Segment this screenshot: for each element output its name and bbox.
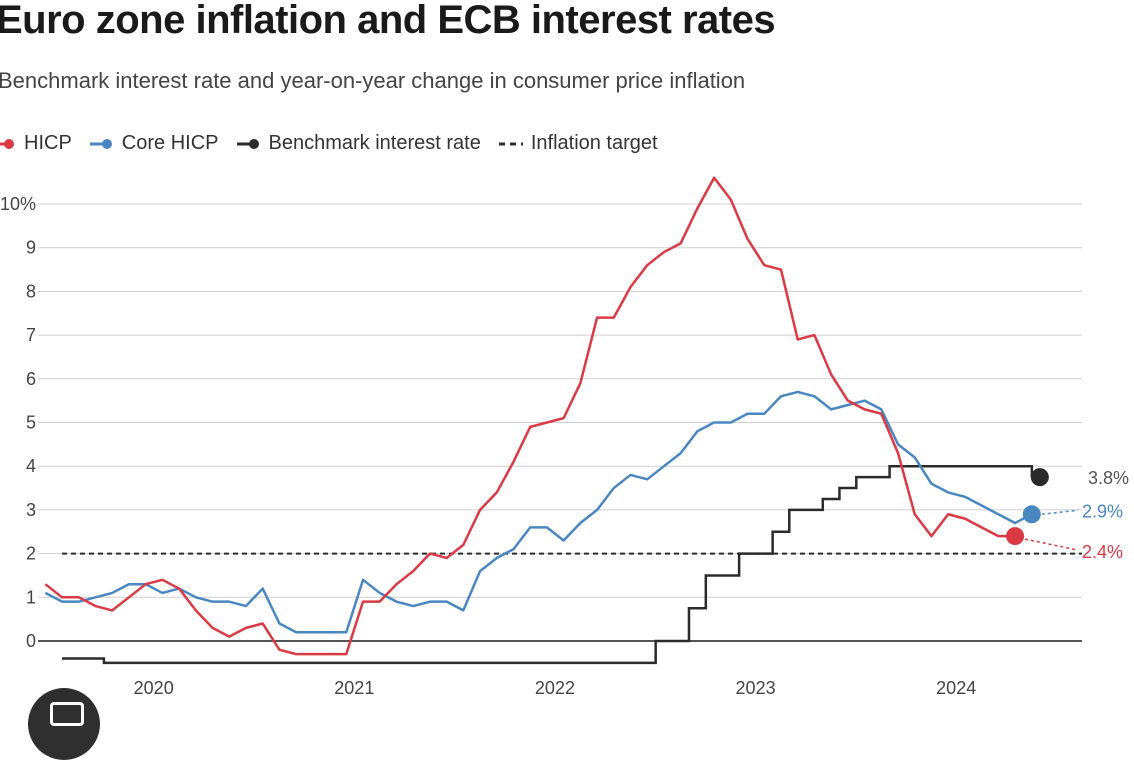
legend-item-interest-rate: Benchmark interest rate: [236, 132, 481, 155]
hicp-end-label: 2.4%: [1082, 542, 1123, 562]
core-hicp-end-label: 2.9%: [1082, 501, 1123, 521]
chart-title: Euro zone inflation and ECB interest rat…: [0, 0, 776, 42]
camera-button[interactable]: [28, 688, 100, 760]
benchmark-rate-end-label: 3.8%: [1088, 468, 1129, 488]
hicp-line: [44, 176, 1016, 656]
dashed-line-icon: [498, 142, 523, 145]
y-tick-label: 9: [26, 238, 36, 258]
core-hicp-leader-line: [1041, 509, 1079, 516]
interest-rate-marker-icon: [236, 138, 259, 149]
x-tick-label: 2023: [736, 678, 776, 698]
legend-label-interest-rate: Benchmark interest rate: [268, 132, 481, 154]
x-tick-label: 2022: [535, 678, 575, 698]
legend-label-core-hicp: Core HICP: [121, 132, 219, 154]
y-tick-label: 3: [26, 500, 36, 520]
y-tick-label: 10%: [0, 194, 36, 214]
x-tick-label: 2020: [134, 678, 174, 698]
benchmark-rate-line: [62, 464, 1034, 665]
y-tick-label: 6: [26, 369, 36, 389]
camera-icon: [50, 702, 84, 726]
hicp-marker-icon: [0, 138, 14, 149]
chart-subtitle: Benchmark interest rate and year-on-year…: [0, 68, 746, 93]
benchmark-rate-end-marker: [1030, 468, 1049, 487]
legend-item-inflation-target: Inflation target: [498, 132, 658, 155]
legend-label-inflation-target: Inflation target: [530, 132, 658, 154]
core-hicp-line: [44, 390, 1033, 634]
y-tick-label: 4: [26, 456, 36, 476]
y-tick-label: 1: [26, 587, 36, 607]
y-tick-label: 0: [26, 631, 36, 651]
y-tick-label: 2: [26, 544, 36, 564]
hicp-end-marker: [1006, 527, 1025, 546]
core-hicp-end-marker: [1022, 505, 1041, 524]
legend-item-core-hicp: Core HICP: [89, 132, 219, 155]
y-tick-label: 7: [26, 325, 36, 345]
y-tick-label: 8: [26, 281, 36, 301]
y-tick-label: 5: [26, 413, 36, 433]
core-hicp-marker-icon: [89, 138, 112, 149]
legend-label-hicp: HICP: [24, 132, 72, 154]
x-tick-label: 2021: [334, 678, 374, 698]
line-chart: 0 1 2 3 4 5 6 7 8 9 10% 2020 2021 2022 2023 2024 3.8% 2.9…: [0, 176, 1129, 698]
hicp-leader-line: [1024, 538, 1079, 551]
legend-item-hicp: HICP: [0, 132, 72, 155]
x-tick-label: 2024: [936, 678, 976, 698]
legend: HICP Core HICP Benchmark interest rate I…: [0, 132, 676, 155]
